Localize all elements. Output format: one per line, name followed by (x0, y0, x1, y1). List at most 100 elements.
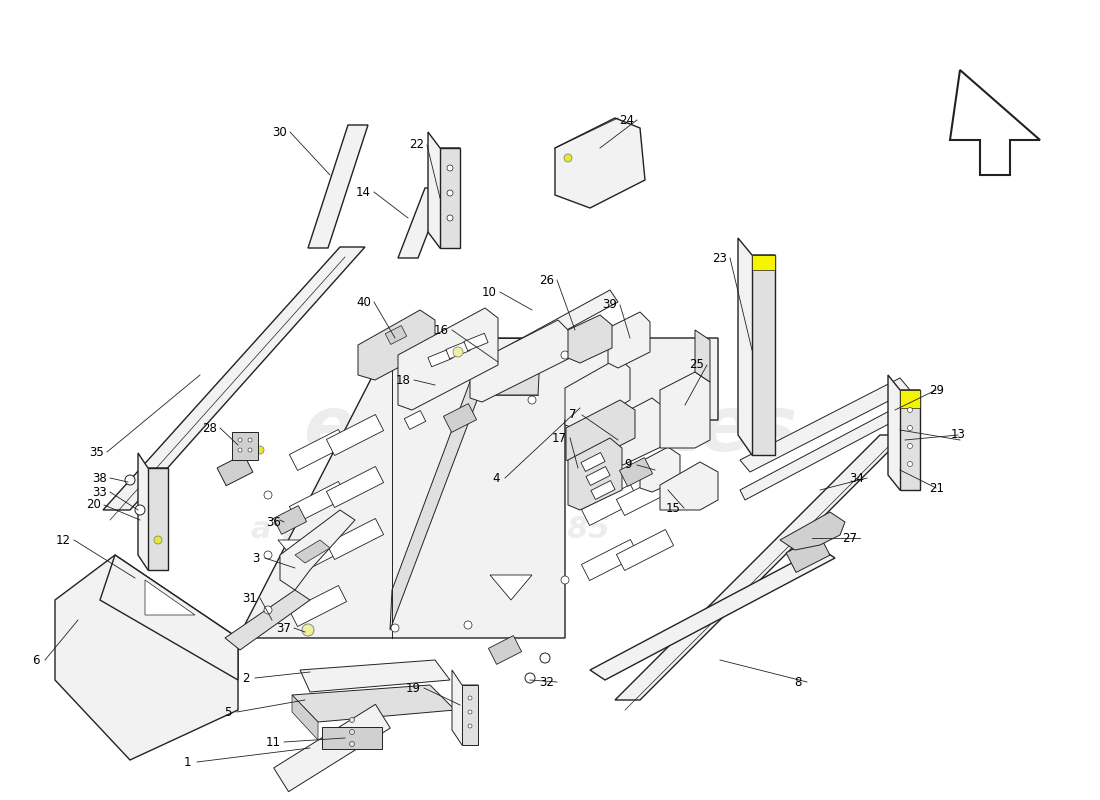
Polygon shape (568, 315, 612, 363)
Circle shape (908, 462, 913, 466)
Polygon shape (385, 326, 407, 345)
Text: 39: 39 (602, 298, 617, 311)
Polygon shape (581, 453, 605, 471)
Polygon shape (568, 438, 622, 510)
Text: 27: 27 (842, 531, 857, 545)
Polygon shape (358, 310, 434, 380)
Circle shape (908, 443, 913, 449)
Polygon shape (660, 462, 718, 510)
Polygon shape (888, 375, 920, 490)
Polygon shape (398, 308, 498, 410)
Circle shape (350, 730, 354, 734)
Circle shape (390, 624, 399, 632)
Polygon shape (566, 400, 635, 465)
Text: 20: 20 (86, 498, 101, 511)
Text: 25: 25 (689, 358, 704, 371)
Text: 15: 15 (666, 502, 681, 514)
Polygon shape (428, 132, 460, 248)
Polygon shape (405, 370, 426, 390)
Polygon shape (289, 430, 346, 470)
Circle shape (238, 448, 242, 452)
Circle shape (135, 505, 145, 515)
Polygon shape (900, 390, 920, 408)
Text: 18: 18 (396, 374, 411, 386)
Polygon shape (740, 408, 900, 500)
Polygon shape (428, 350, 452, 366)
Polygon shape (582, 485, 639, 526)
Polygon shape (226, 590, 310, 650)
Circle shape (248, 448, 252, 452)
Polygon shape (616, 530, 673, 570)
Text: 6: 6 (32, 654, 40, 666)
Text: 23: 23 (712, 251, 727, 265)
Circle shape (302, 624, 313, 636)
Text: 8: 8 (794, 675, 802, 689)
Text: 36: 36 (266, 515, 280, 529)
Polygon shape (464, 334, 488, 350)
Text: 35: 35 (89, 446, 103, 458)
Circle shape (528, 396, 536, 404)
Polygon shape (238, 338, 718, 638)
Polygon shape (327, 466, 384, 507)
Polygon shape (289, 482, 346, 522)
Polygon shape (500, 290, 618, 362)
Polygon shape (274, 506, 307, 534)
Text: 22: 22 (409, 138, 424, 151)
Circle shape (125, 475, 135, 485)
Text: 2: 2 (242, 671, 250, 685)
Polygon shape (900, 390, 920, 490)
Polygon shape (440, 148, 460, 248)
Circle shape (561, 576, 569, 584)
Polygon shape (322, 727, 382, 749)
Polygon shape (619, 458, 652, 486)
Polygon shape (452, 670, 478, 745)
Text: 11: 11 (266, 735, 280, 749)
Circle shape (468, 724, 472, 728)
Text: 14: 14 (356, 186, 371, 198)
Polygon shape (586, 466, 611, 486)
Text: 26: 26 (539, 274, 554, 286)
Polygon shape (470, 320, 570, 402)
Polygon shape (398, 188, 446, 258)
Text: 30: 30 (272, 126, 287, 138)
Text: a passion since 1985: a passion since 1985 (251, 515, 609, 545)
Text: 21: 21 (930, 482, 944, 494)
Circle shape (238, 438, 242, 442)
Circle shape (350, 718, 354, 722)
Circle shape (468, 696, 472, 700)
Circle shape (908, 407, 913, 413)
Circle shape (525, 673, 535, 683)
Circle shape (447, 190, 453, 196)
Polygon shape (462, 685, 478, 745)
Polygon shape (292, 685, 455, 722)
Text: 1: 1 (184, 755, 191, 769)
Text: 9: 9 (624, 458, 631, 471)
Polygon shape (582, 539, 639, 581)
Polygon shape (327, 414, 384, 455)
Text: 5: 5 (224, 706, 231, 718)
Polygon shape (217, 454, 253, 486)
Polygon shape (608, 312, 650, 368)
Text: 12: 12 (56, 534, 72, 546)
Polygon shape (950, 70, 1040, 175)
Polygon shape (615, 435, 905, 700)
Polygon shape (616, 474, 673, 515)
Circle shape (464, 621, 472, 629)
Text: eu.o.partes: eu.o.partes (302, 393, 798, 467)
Polygon shape (752, 255, 776, 270)
Polygon shape (446, 342, 470, 358)
Circle shape (561, 351, 569, 359)
Polygon shape (308, 125, 369, 248)
Polygon shape (443, 404, 476, 432)
Text: 10: 10 (482, 286, 497, 298)
Polygon shape (145, 580, 195, 615)
Text: 34: 34 (849, 471, 864, 485)
Text: 3: 3 (252, 551, 260, 565)
Circle shape (154, 536, 162, 544)
Polygon shape (405, 410, 426, 430)
Circle shape (908, 426, 913, 430)
Circle shape (447, 165, 453, 171)
Polygon shape (390, 355, 540, 630)
Circle shape (264, 551, 272, 559)
Polygon shape (565, 358, 630, 430)
